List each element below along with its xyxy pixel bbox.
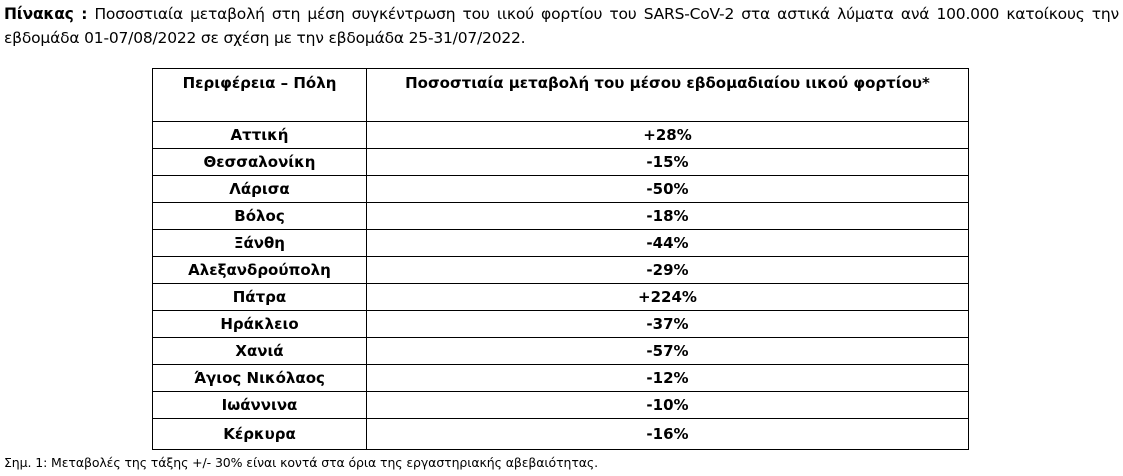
- region-cell: Λάρισα: [152, 175, 367, 203]
- change-cell: -16%: [366, 418, 969, 450]
- caption-text: Ποσοστιαία μεταβολή στη μέση συγκέντρωση…: [4, 5, 1119, 47]
- header-cell: Ποσοστιαία μεταβολή του μέσου εβδομαδιαί…: [366, 68, 969, 122]
- change-cell: -44%: [366, 229, 969, 257]
- table-body: Αττική +28% Θεσσαλονίκη -15% Λάρισα -50% Βόλος…: [152, 121, 969, 450]
- table-row: Αλεξανδρούπολη -29%: [152, 256, 969, 284]
- footnote: Σημ. 1: Μεταβολές της τάξης +/- 30% είνα…: [4, 455, 598, 470]
- region-cell: Αλεξανδρούπολη: [152, 256, 367, 284]
- table-row: Αττική +28%: [152, 121, 969, 149]
- table-row: Πάτρα +224%: [152, 283, 969, 311]
- change-cell: -12%: [366, 364, 969, 392]
- change-cell: -37%: [366, 310, 969, 338]
- change-cell: -15%: [366, 148, 969, 176]
- header-row: Περιφέρεια – Πόλη Ποσοστιαία μεταβολή το…: [152, 68, 969, 122]
- region-cell: Χανιά: [152, 337, 367, 365]
- change-cell: -50%: [366, 175, 969, 203]
- table-row: Χανιά -57%: [152, 337, 969, 365]
- table-row: Ξάνθη -44%: [152, 229, 969, 257]
- region-cell: Πάτρα: [152, 283, 367, 311]
- table-row: Άγιος Νικόλαος -12%: [152, 364, 969, 392]
- region-cell: Βόλος: [152, 202, 367, 230]
- region-cell: Αττική: [152, 121, 367, 149]
- region-cell: Ιωάννινα: [152, 391, 367, 419]
- region-cell: Κέρκυρα: [152, 418, 367, 450]
- table-row: Ηράκλειο -37%: [152, 310, 969, 338]
- region-cell: Ηράκλειο: [152, 310, 367, 338]
- region-cell: Ξάνθη: [152, 229, 367, 257]
- table-row: Θεσσαλονίκη -15%: [152, 148, 969, 176]
- change-cell: +224%: [366, 283, 969, 311]
- change-cell: -10%: [366, 391, 969, 419]
- region-cell: Άγιος Νικόλαος: [152, 364, 367, 392]
- region-cell: Θεσσαλονίκη: [152, 148, 367, 176]
- header-cell: Περιφέρεια – Πόλη: [152, 68, 367, 122]
- caption-label: Πίνακας :: [4, 5, 88, 23]
- change-cell: -18%: [366, 202, 969, 230]
- caption: Πίνακας : Ποσοστιαία μεταβολή στη μέση σ…: [4, 2, 1119, 50]
- table-row: Βόλος -18%: [152, 202, 969, 230]
- table: Περιφέρεια – Πόλη Ποσοστιαία μεταβολή το…: [152, 68, 969, 450]
- change-cell: -57%: [366, 337, 969, 365]
- change-cell: -29%: [366, 256, 969, 284]
- change-cell: +28%: [366, 121, 969, 149]
- table-row: Λάρισα -50%: [152, 175, 969, 203]
- table-row: Κέρκυρα -16%: [152, 418, 969, 450]
- table-row: Ιωάννινα -10%: [152, 391, 969, 419]
